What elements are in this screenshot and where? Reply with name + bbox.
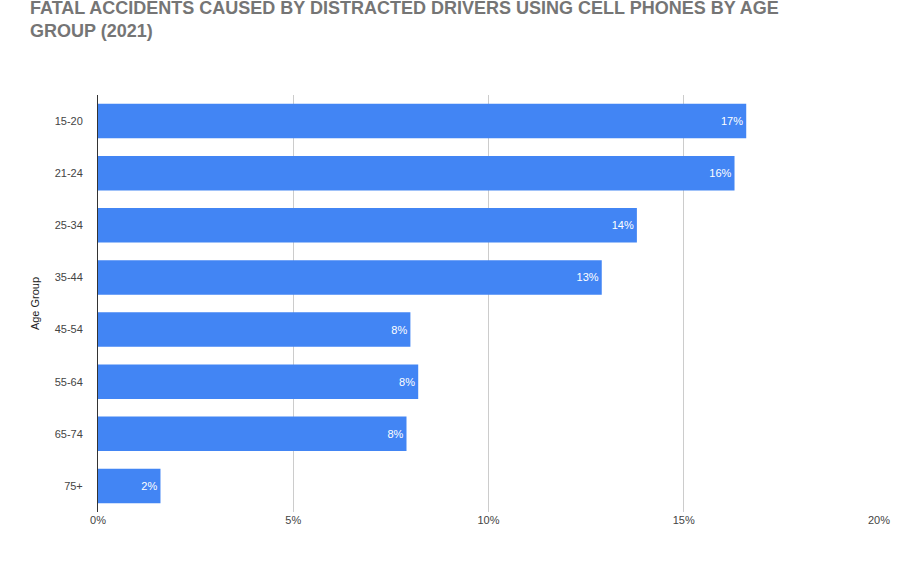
svg-text:21-24: 21-24: [55, 167, 83, 179]
svg-text:15-20: 15-20: [55, 115, 83, 127]
svg-text:8%: 8%: [391, 324, 407, 336]
svg-text:20%: 20%: [868, 514, 890, 526]
svg-text:15%: 15%: [673, 514, 695, 526]
svg-text:8%: 8%: [399, 376, 415, 388]
svg-text:65-74: 65-74: [55, 428, 83, 440]
svg-text:8%: 8%: [387, 428, 403, 440]
svg-text:Age Group: Age Group: [29, 277, 41, 330]
svg-text:75+: 75+: [64, 480, 83, 492]
svg-text:16%: 16%: [709, 167, 731, 179]
svg-text:14%: 14%: [612, 219, 634, 231]
svg-text:2%: 2%: [141, 480, 157, 492]
svg-text:45-54: 45-54: [55, 323, 83, 335]
svg-text:35-44: 35-44: [55, 271, 83, 283]
svg-text:13%: 13%: [577, 271, 599, 283]
svg-text:10%: 10%: [477, 514, 499, 526]
svg-text:0%: 0%: [90, 514, 106, 526]
svg-text:5%: 5%: [285, 514, 301, 526]
svg-text:17%: 17%: [721, 115, 743, 127]
svg-text:FATAL ACCIDENTS CAUSED BY DIST: FATAL ACCIDENTS CAUSED BY DISTRACTED DRI…: [30, 0, 779, 41]
svg-text:55-64: 55-64: [55, 376, 83, 388]
svg-text:25-34: 25-34: [55, 219, 83, 231]
